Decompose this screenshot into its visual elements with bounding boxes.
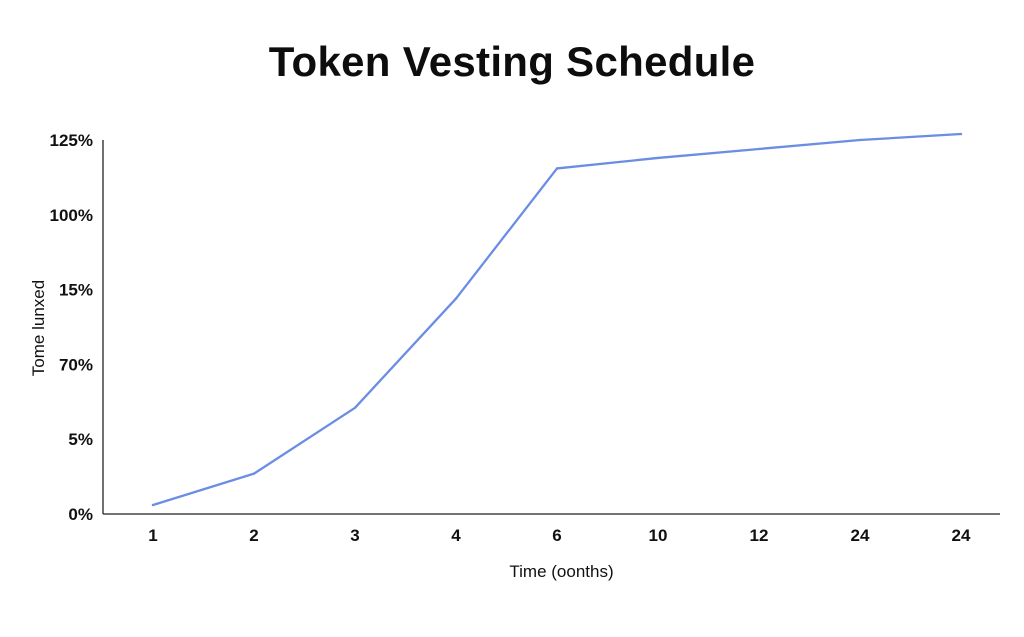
y-tick-label: 100% [50, 206, 93, 225]
data-point [353, 406, 357, 409]
y-tick-label: 125% [50, 131, 93, 150]
x-tick-label: 24 [952, 526, 971, 545]
series-line [151, 132, 963, 507]
data-point [151, 503, 155, 507]
y-axis-title: Tome lunxed [29, 280, 48, 376]
x-axis-ticks: 1 2 3 4 6 10 12 24 24 [148, 526, 971, 545]
data-point [858, 138, 862, 142]
data-point [757, 147, 761, 151]
x-tick-label: 4 [451, 526, 461, 545]
x-axis-title: Time (oonths) [509, 562, 613, 581]
x-tick-label: 3 [350, 526, 359, 545]
x-tick-label: 1 [148, 526, 157, 545]
y-tick-label: 0% [68, 505, 93, 524]
data-point [555, 167, 559, 170]
y-axis-ticks: 0% 5% 70% 15% 100% 125% [50, 131, 93, 524]
y-tick-label: 15% [59, 281, 93, 300]
x-tick-label: 10 [649, 526, 668, 545]
chart-title: Token Vesting Schedule [268, 38, 756, 85]
data-point [454, 297, 458, 300]
data-point [959, 132, 963, 136]
data-point [656, 156, 660, 160]
series-group [151, 132, 963, 507]
chart-axes [102, 140, 1000, 515]
y-tick-label: 70% [59, 355, 93, 374]
y-tick-label: 5% [68, 430, 93, 449]
x-tick-label: 12 [750, 526, 769, 545]
x-tick-label: 24 [851, 526, 870, 545]
x-tick-label: 2 [249, 526, 258, 545]
x-tick-label: 6 [552, 526, 561, 545]
data-point [252, 472, 256, 475]
